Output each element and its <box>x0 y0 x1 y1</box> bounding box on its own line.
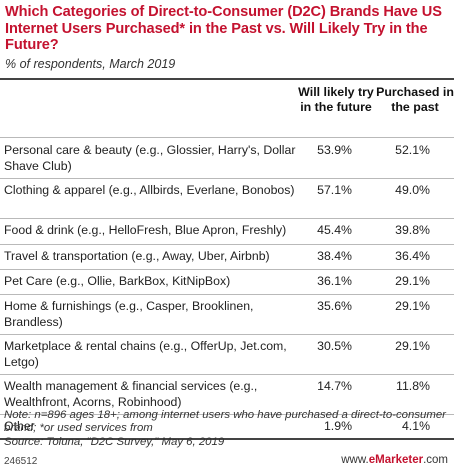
table-row-clothing: Clothing & apparel (e.g., Allbirds, Ever… <box>0 178 454 218</box>
row-label: Food & drink (e.g., HelloFresh, Blue Apr… <box>4 223 287 237</box>
footnote: Note: n=896 ages 18+; among internet use… <box>4 409 450 449</box>
value-past: 4.1% <box>401 419 430 433</box>
table-row-food: Food & drink (e.g., HelloFresh, Blue Apr… <box>0 218 454 244</box>
value-future: 57.1% <box>317 183 352 197</box>
row-label: Marketplace & rental chains (e.g., Offer… <box>4 339 287 369</box>
value-future: 36.1% <box>317 274 352 288</box>
chart-title: Which Categories of Direct-to-Consumer (… <box>5 4 442 53</box>
table-bottom-rule <box>0 438 454 440</box>
table-top-rule <box>0 78 454 80</box>
value-past: 36.4% <box>395 249 430 263</box>
chart-subtitle: % of respondents, March 2019 <box>5 57 176 71</box>
note-text: Note: n=896 ages 18+; among internet use… <box>4 409 446 435</box>
column-header-past: Purchased in the past <box>376 85 454 114</box>
value-future: 14.7% <box>317 379 352 393</box>
row-label: Clothing & apparel (e.g., Allbirds, Ever… <box>4 183 295 197</box>
table-row-other: Other 1.9% 4.1% <box>0 414 454 438</box>
brand-prefix: www. <box>341 454 369 466</box>
table-row-marketplace: Marketplace & rental chains (e.g., Offer… <box>0 334 454 374</box>
source-text: Source: Toluna, "D2C Survey," May 6, 201… <box>4 435 225 448</box>
value-past: 11.8% <box>396 379 430 393</box>
brand-name: eMarketer <box>368 454 424 466</box>
row-label: Travel & transportation (e.g., Away, Ube… <box>4 249 270 263</box>
table-row-personal-care: Personal care & beauty (e.g., Glossier, … <box>0 137 454 178</box>
table-row-home: Home & furnishings (e.g., Casper, Brookl… <box>0 294 454 334</box>
value-past: 39.8% <box>395 223 430 237</box>
value-past: 49.0% <box>395 183 430 197</box>
row-label: Home & furnishings (e.g., Casper, Brookl… <box>4 299 254 329</box>
value-future: 35.6% <box>317 299 352 313</box>
table-row-wealth: Wealth management & financial services (… <box>0 374 454 414</box>
value-future: 1.9% <box>323 419 352 433</box>
value-past: 29.1% <box>395 339 430 353</box>
table-row-pet-care: Pet Care (e.g., Ollie, BarkBox, KitNipBo… <box>0 269 454 294</box>
row-label: Wealth management & financial services (… <box>4 379 258 409</box>
column-header-future: Will likely try in the future <box>298 85 374 114</box>
row-label: Other <box>4 419 35 433</box>
row-label: Personal care & beauty (e.g., Glossier, … <box>4 143 296 173</box>
value-past: 29.1% <box>395 274 430 288</box>
value-future: 45.4% <box>317 223 352 237</box>
value-past: 29.1% <box>395 299 430 313</box>
brand-suffix: .com <box>423 454 448 466</box>
table-row-travel: Travel & transportation (e.g., Away, Ube… <box>0 244 454 269</box>
value-future: 53.9% <box>317 143 352 157</box>
value-future: 30.5% <box>317 339 352 353</box>
value-past: 52.1% <box>395 143 430 157</box>
row-label: Pet Care (e.g., Ollie, BarkBox, KitNipBo… <box>4 274 231 288</box>
value-future: 38.4% <box>317 249 352 263</box>
emarketer-logo: www.eMarketer.com <box>341 454 448 466</box>
chart-id: 246512 <box>4 456 38 467</box>
